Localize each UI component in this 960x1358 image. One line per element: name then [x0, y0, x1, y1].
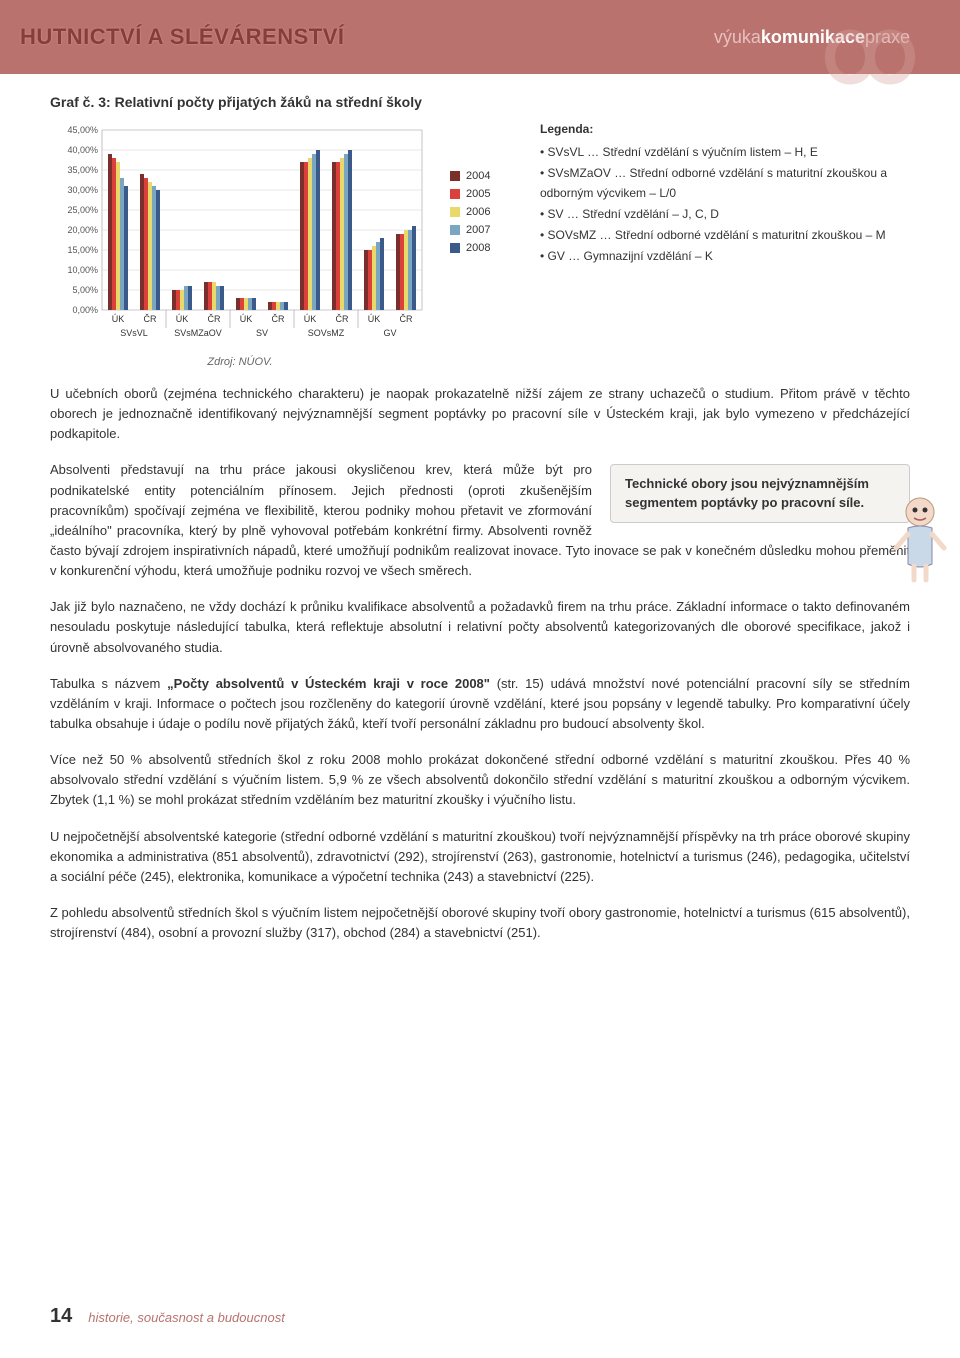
year-legend-row: 2005	[450, 188, 520, 200]
year-legend-row: 2007	[450, 224, 520, 236]
legend-title: Legenda:	[540, 120, 910, 139]
svg-text:ÚK: ÚK	[176, 314, 189, 324]
header-tagline: výukakomunikacepraxe	[714, 27, 940, 48]
svg-text:45,00%: 45,00%	[67, 125, 98, 135]
svg-text:5,00%: 5,00%	[72, 285, 98, 295]
text-legend: Legenda: • SVsVL … Střední vzdělání s vý…	[540, 120, 910, 268]
bar-chart: 0,00% 5,00% 10,00% 15,00% 20,00% 25,00% 30,00%…	[50, 120, 430, 350]
callout: Technické obory jsou nejvýznamnějším seg…	[610, 464, 910, 522]
svg-text:0,00%: 0,00%	[72, 305, 98, 315]
svg-text:SV: SV	[256, 328, 268, 338]
figure-source: Zdroj: NÚOV.	[50, 356, 430, 368]
year-swatch	[450, 243, 460, 253]
chart-row: 0,00% 5,00% 10,00% 15,00% 20,00% 25,00% 30,00%…	[50, 120, 910, 350]
year-label: 2005	[466, 188, 490, 200]
svg-text:35,00%: 35,00%	[67, 165, 98, 175]
paragraph-4: Tabulka s názvem „Počty absolventů v Úst…	[50, 674, 910, 734]
svg-text:GV: GV	[383, 328, 396, 338]
paragraph-5: Více než 50 % absolventů středních škol …	[50, 750, 910, 810]
svg-text:ÚK: ÚK	[304, 314, 317, 324]
footer: 14 historie, současnost a budoucnost	[50, 1305, 285, 1328]
svg-text:40,00%: 40,00%	[67, 145, 98, 155]
svg-text:15,00%: 15,00%	[67, 245, 98, 255]
page-number: 14	[50, 1305, 72, 1328]
year-label: 2006	[466, 206, 490, 218]
svg-text:30,00%: 30,00%	[67, 185, 98, 195]
paragraph-3: Jak již bylo naznačeno, ne vždy dochází …	[50, 597, 910, 657]
year-swatch	[450, 189, 460, 199]
speech-bubble: Technické obory jsou nejvýznamnějším seg…	[610, 464, 910, 522]
svg-text:10,00%: 10,00%	[67, 265, 98, 275]
legend-item: • SVsVL … Střední vzdělání s výučním lis…	[540, 143, 910, 162]
legend-item: • SOVsMZ … Střední odborné vzdělání s ma…	[540, 226, 910, 245]
year-legend-row: 2006	[450, 206, 520, 218]
svg-text:SVsVL: SVsVL	[120, 328, 148, 338]
p4-bold: „Počty absolventů v Ústeckém kraji v roc…	[167, 676, 490, 691]
tagline-part1: výuka	[714, 27, 761, 47]
paragraph-1: U učebních oborů (zejména technického ch…	[50, 384, 910, 444]
figure-title: Graf č. 3: Relativní počty přijatých žák…	[50, 94, 910, 110]
page-header-title: HUTNICTVÍ A SLÉVÁRENSTVÍ	[20, 24, 345, 50]
svg-text:ČR: ČR	[272, 314, 285, 324]
svg-text:ČR: ČR	[144, 314, 157, 324]
year-legend: 2004 2005 2006 2007 2008	[450, 120, 520, 260]
paragraph-6: U nejpočetnější absolventské kategorie (…	[50, 827, 910, 887]
svg-text:ÚK: ÚK	[112, 314, 125, 324]
footer-text: historie, současnost a budoucnost	[88, 1310, 285, 1325]
year-label: 2007	[466, 224, 490, 236]
svg-text:ČR: ČR	[336, 314, 349, 324]
svg-text:20,00%: 20,00%	[67, 225, 98, 235]
year-legend-row: 2008	[450, 242, 520, 254]
p4-prefix: Tabulka s názvem	[50, 676, 167, 691]
legend-item: • GV … Gymnazijní vzdělání – K	[540, 247, 910, 266]
callout-paragraph-wrap: Technické obory jsou nejvýznamnějším seg…	[50, 460, 910, 581]
svg-text:ČR: ČR	[400, 314, 413, 324]
knot-icon	[810, 17, 930, 97]
paragraph-7: Z pohledu absolventů středních škol s vý…	[50, 903, 910, 943]
svg-text:SOVsMZ: SOVsMZ	[308, 328, 345, 338]
year-legend-row: 2004	[450, 170, 520, 182]
legend-item: • SVsMZaOV … Střední odborné vzdělání s …	[540, 164, 910, 202]
svg-text:ČR: ČR	[208, 314, 221, 324]
legend-item: • SV … Střední vzdělání – J, C, D	[540, 205, 910, 224]
chart-box: 0,00% 5,00% 10,00% 15,00% 20,00% 25,00% 30,00%…	[50, 120, 430, 350]
svg-text:ÚK: ÚK	[368, 314, 381, 324]
year-swatch	[450, 171, 460, 181]
svg-text:ÚK: ÚK	[240, 314, 253, 324]
svg-text:SVsMZaOV: SVsMZaOV	[174, 328, 222, 338]
year-swatch	[450, 207, 460, 217]
svg-text:25,00%: 25,00%	[67, 205, 98, 215]
legend-list: • SVsVL … Střední vzdělání s výučním lis…	[540, 143, 910, 266]
header-band: HUTNICTVÍ A SLÉVÁRENSTVÍ výukakomunikace…	[0, 0, 960, 74]
year-label: 2004	[466, 170, 490, 182]
mascot-icon	[890, 494, 950, 584]
year-label: 2008	[466, 242, 490, 254]
year-swatch	[450, 225, 460, 235]
